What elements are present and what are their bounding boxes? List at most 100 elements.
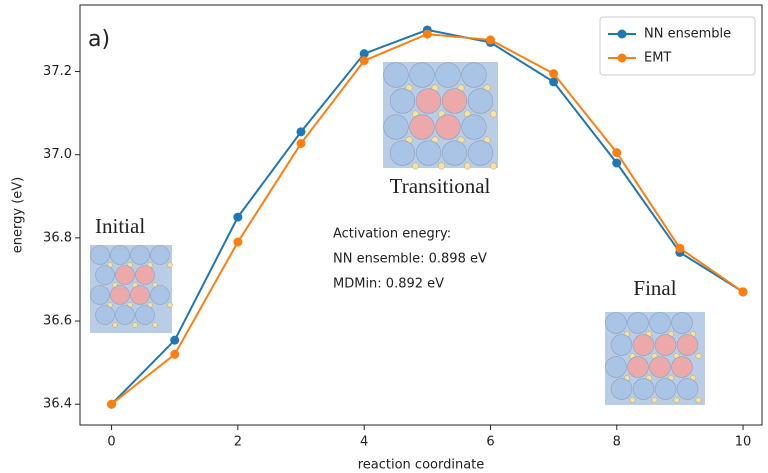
atom	[409, 62, 435, 88]
small-atom	[464, 162, 471, 170]
atom	[676, 334, 699, 356]
annotation: MDMin: 0.892 eV	[333, 277, 444, 292]
small-atom	[695, 397, 702, 403]
x-tick-label: 4	[360, 435, 368, 450]
small-atom	[167, 302, 173, 308]
point	[107, 399, 117, 409]
atom	[676, 378, 699, 400]
structure-image	[90, 245, 173, 333]
point	[738, 287, 748, 297]
annotation: Activation enegry:	[333, 227, 451, 242]
point	[359, 49, 369, 59]
small-atom	[438, 162, 445, 170]
atom	[115, 265, 135, 285]
x-tick-label: 2	[234, 435, 242, 450]
atom	[415, 140, 442, 166]
x-tick-label: 10	[735, 435, 752, 450]
atom	[467, 140, 494, 166]
annotation: Final	[633, 276, 676, 300]
point	[549, 69, 559, 79]
atom	[383, 114, 409, 140]
atom	[135, 265, 155, 285]
small-atom	[673, 397, 680, 403]
atom	[115, 305, 135, 325]
small-atom	[490, 162, 497, 170]
annotation: a)	[88, 27, 110, 52]
atom	[671, 356, 693, 378]
point	[233, 237, 243, 247]
legend-label: EMT	[644, 51, 671, 66]
y-tick-label: 36.8	[43, 230, 72, 245]
small-atom	[695, 353, 702, 359]
plot-frame	[79, 4, 763, 426]
small-atom	[132, 322, 138, 328]
atom	[409, 114, 435, 140]
atom	[415, 88, 442, 114]
atom	[90, 285, 110, 305]
point	[485, 35, 495, 45]
y-tick-label: 37.0	[43, 147, 72, 162]
legend-marker	[617, 29, 627, 39]
atom	[632, 378, 655, 400]
atom	[435, 114, 461, 140]
atom	[110, 245, 130, 265]
atom	[467, 88, 494, 114]
point	[675, 243, 685, 253]
atom	[130, 285, 150, 305]
y-tick-label: 37.2	[43, 64, 72, 79]
atom	[632, 334, 655, 356]
atom	[441, 140, 468, 166]
point	[296, 127, 306, 137]
small-atom	[629, 397, 636, 403]
small-atom	[152, 322, 158, 328]
legend-box	[599, 16, 756, 76]
legend-label: NN ensemble	[644, 27, 731, 42]
point	[296, 138, 306, 148]
atom	[441, 88, 468, 114]
atom	[435, 62, 461, 88]
structure-image	[383, 62, 498, 170]
atom	[389, 140, 416, 166]
x-tick-label: 6	[486, 435, 494, 450]
atom	[610, 334, 633, 356]
atom	[150, 245, 170, 265]
y-axis-label: energy (eV)	[11, 177, 26, 253]
small-atom	[651, 397, 658, 403]
atom	[389, 88, 416, 114]
small-atom	[490, 110, 497, 118]
atom	[130, 245, 150, 265]
atom	[649, 312, 671, 334]
atom	[627, 312, 649, 334]
y-tick-label: 36.6	[43, 314, 72, 329]
point	[612, 158, 622, 168]
x-tick-label: 8	[613, 435, 621, 450]
annotation: NN ensemble: 0.898 eV	[333, 252, 487, 267]
atom	[649, 356, 671, 378]
atom	[605, 312, 627, 334]
atom	[654, 378, 677, 400]
x-tick-label: 0	[107, 435, 115, 450]
atom	[95, 265, 115, 285]
point	[359, 56, 369, 66]
small-atom	[412, 162, 419, 170]
atom	[654, 334, 677, 356]
atom	[605, 356, 627, 378]
point	[549, 77, 559, 87]
point	[170, 335, 180, 345]
atom	[95, 305, 115, 325]
annotation: Initial	[95, 214, 145, 238]
structure-image	[605, 312, 705, 405]
small-atom	[112, 322, 118, 328]
atom	[627, 356, 649, 378]
annotation: Transitional	[390, 174, 491, 198]
atom	[150, 285, 170, 305]
small-atom	[167, 262, 173, 268]
point	[170, 349, 180, 359]
point	[233, 212, 243, 222]
atom	[610, 378, 633, 400]
x-axis-label: reaction coordinate	[358, 458, 485, 473]
y-tick-label: 36.4	[43, 397, 72, 412]
point	[612, 148, 622, 158]
atom	[90, 245, 110, 265]
